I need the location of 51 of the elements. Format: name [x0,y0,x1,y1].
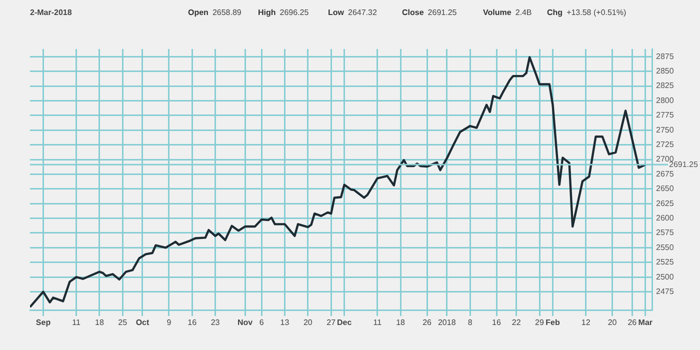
text: Volume 2.4B [483,8,532,17]
y-tick-label: 2825 [656,81,674,90]
x-tick-label: Sep [36,318,51,328]
y-tick-label: 2750 [656,125,674,134]
y-tick-label: 2775 [656,110,674,120]
y-tick-label: 2575 [656,228,674,238]
y-tick-label: 2625 [656,198,674,208]
x-tick-label: 18 [95,318,104,328]
chart-title: 2-Mar-2018 [30,8,72,17]
x-tick-label: 27 [326,318,336,328]
x-tick-label: 29 [535,318,545,328]
x-tick-label: Dec [336,318,352,328]
x-tick-label: 26 [628,318,638,328]
x-tick-label: 16 [492,318,502,328]
y-tick-label: 2850 [656,66,674,76]
y-tick-label: 2525 [656,258,674,267]
x-tick-label: 8 [468,318,473,328]
x-tick-label: 23 [210,318,220,328]
y-tick-label: 2475 [656,286,674,296]
text: Chg +13.58 (+0.51%) [547,8,626,17]
y-tick-label: 2675 [656,169,674,178]
x-tick-label: 12 [581,318,591,328]
x-tick-label: 9 [166,318,172,328]
text: High 2696.25 [258,8,309,17]
x-tick-label: 2018 [438,318,456,328]
x-tick-label: 6 [259,318,264,328]
x-tick-label: 11 [373,318,382,328]
text: Close 2691.25 [402,8,457,17]
x-tick-label: Oct [136,318,150,328]
x-tick-label: 13 [280,318,290,328]
x-tick-label: 18 [396,318,406,328]
y-tick-label: 2500 [656,272,674,282]
text: Open 2658.89 [188,8,242,17]
y-tick-label: 2800 [656,96,674,105]
y-tick-label: 2550 [656,242,674,252]
x-tick-label: 16 [188,318,198,328]
x-tick-label: Mar [638,318,652,328]
y-tick-label: 2725 [656,140,674,150]
x-tick-label: 20 [303,318,313,328]
x-tick-label: 25 [118,318,128,328]
y-tick-label: 2650 [656,184,674,194]
x-tick-label: 11 [72,318,82,328]
x-tick-label: 20 [608,318,618,328]
x-tick-label: 26 [422,318,432,328]
y-tick-label: 2875 [656,52,674,61]
y-tick-label: 2600 [656,214,674,222]
x-tick-label: Feb [546,318,560,328]
ref-line-label: 2691.25 [669,160,698,169]
x-tick-label: Nov [237,318,254,328]
text: Low 2647.32 [328,8,377,17]
x-tick-label: 22 [512,318,522,328]
